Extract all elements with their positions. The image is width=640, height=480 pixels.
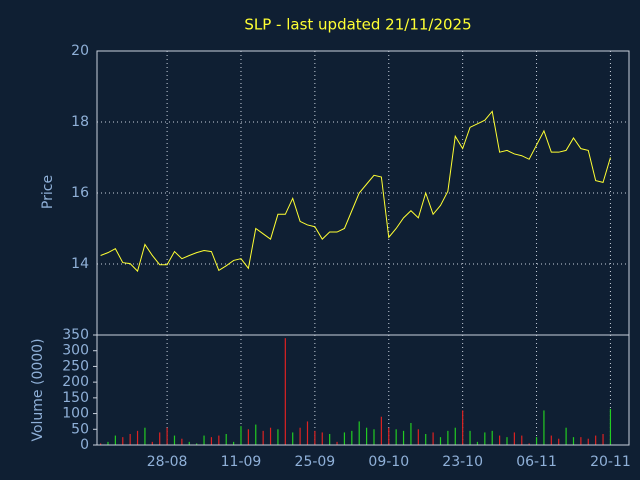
y-tick-label: 350	[62, 327, 89, 343]
y-tick-label: 18	[71, 114, 89, 130]
y-tick-label: 20	[71, 43, 89, 59]
x-tick-label: 09-10	[368, 454, 409, 470]
y-tick-label: 150	[62, 390, 89, 406]
x-tick-label: 25-09	[295, 454, 336, 470]
x-tick-label: 11-09	[221, 454, 262, 470]
y-tick-label: 14	[71, 256, 89, 272]
y-tick-label: 100	[62, 406, 89, 422]
y-tick-label: 250	[62, 358, 89, 374]
y-tick-label: 300	[62, 343, 89, 359]
x-tick-label: 28-08	[147, 454, 188, 470]
x-tick-label: 20-11	[590, 454, 631, 470]
y-axis-label: Volume (0000)	[30, 338, 46, 441]
y-tick-label: 50	[71, 421, 89, 437]
chart-title: SLP - last updated 21/11/2025	[244, 16, 471, 34]
plot-frame	[96, 334, 630, 446]
x-tick-label: 23-10	[442, 454, 483, 470]
y-tick-label: 0	[80, 437, 89, 453]
y-tick-label: 200	[62, 374, 89, 390]
y-tick-label: 16	[71, 185, 89, 201]
x-tick-label: 06-11	[516, 454, 557, 470]
price-line	[100, 110, 611, 273]
y-axis-label: Price	[40, 175, 56, 209]
